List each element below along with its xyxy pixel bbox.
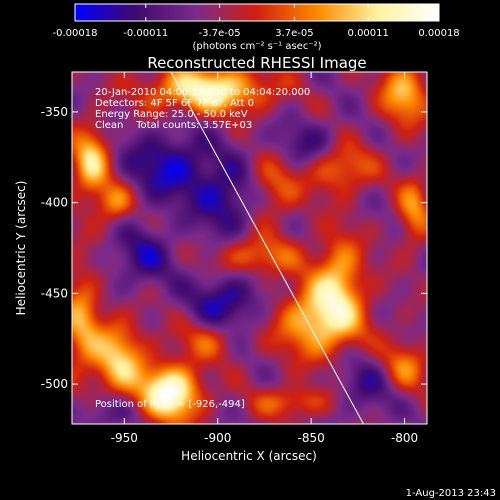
plot-frame xyxy=(71,71,428,425)
footer-timestamp: 1-Aug-2013 23:43 xyxy=(406,488,496,499)
y-axis-ticks: -350 -400 -450 -500 xyxy=(41,105,427,391)
colorbar-ticks: -0.00018 -0.00011 -3.7e-05 3.7e-05 0.00011 0.… xyxy=(53,4,460,39)
colorbar-tick-label: 0.00011 xyxy=(348,28,389,39)
annotation-time-range: 20-Jan-2010 04:00:16.000 to 04:04:20.000 xyxy=(95,87,310,98)
colorbar-tick-label: 0.00018 xyxy=(418,28,459,39)
y-tick-label: -400 xyxy=(41,196,68,210)
heatmap xyxy=(72,72,427,424)
chart-title: Reconstructed RHESSI Image xyxy=(147,54,366,72)
colorbar-tick-label: -0.00018 xyxy=(53,28,98,39)
x-tick-label: -950 xyxy=(111,431,138,445)
annotation-clean-counts: Clean Total counts: 3.57E+03 xyxy=(95,120,252,131)
x-axis-label: Heliocentric X (arcsec) xyxy=(181,449,317,463)
peak-position-label: Position of Peak = [-926,-494] xyxy=(95,399,245,410)
annotation-detectors: Detectors: 4F 5F 6F 7F 8F, Att 0 xyxy=(95,98,254,109)
annotation-energy-range: Energy Range: 25.0 - 50.0 keV xyxy=(95,109,248,120)
colorbar-tick-label: -0.00011 xyxy=(123,28,168,39)
y-tick-label: -500 xyxy=(41,377,68,391)
colorbar xyxy=(74,3,440,22)
colorbar-tick-label: -3.7e-05 xyxy=(199,28,241,39)
solar-limb-line xyxy=(170,72,364,424)
y-tick-label: -450 xyxy=(41,286,68,300)
y-tick-label: -350 xyxy=(41,105,68,119)
x-tick-label: -850 xyxy=(298,431,325,445)
y-axis-label: Heliocentric Y (arcsec) xyxy=(14,181,28,316)
colorbar-tick-label: 3.7e-05 xyxy=(275,28,313,39)
x-axis-ticks: -950 -900 -850 -800 xyxy=(111,72,418,445)
x-tick-label: -900 xyxy=(204,431,231,445)
colorbar-unit-label: (photons cm⁻² s⁻¹ asec⁻²) xyxy=(192,41,321,52)
x-tick-label: -800 xyxy=(391,431,418,445)
